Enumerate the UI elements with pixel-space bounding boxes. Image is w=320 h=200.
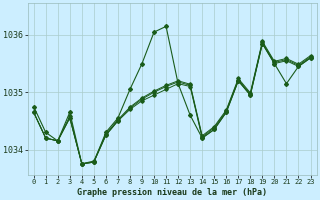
X-axis label: Graphe pression niveau de la mer (hPa): Graphe pression niveau de la mer (hPa) bbox=[77, 188, 267, 197]
